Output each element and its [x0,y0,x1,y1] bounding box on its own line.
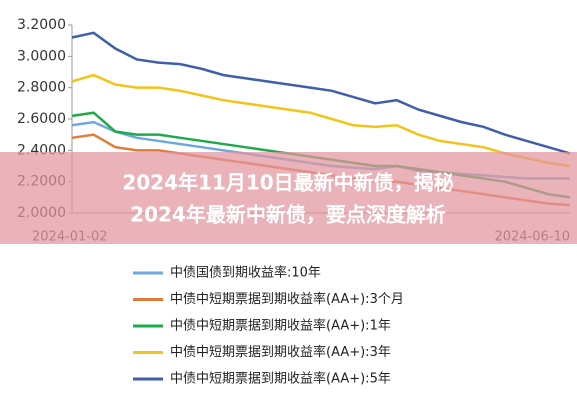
y-tick-label: 3.2000 [17,17,66,33]
legend-label: 中债中短期票据到期收益率(AA+):5年 [170,371,391,387]
banner-text: 2024年最新中新债，要点深度解析 [130,203,446,227]
legend-label: 中债中短期票据到期收益率(AA+):1年 [170,318,391,334]
y-tick-label: 2.8000 [17,80,66,96]
series-line [71,31,571,155]
legend-label: 中债国债到期收益率:10年 [170,265,321,281]
y-tick-label: 3.0000 [17,48,66,64]
banner [0,152,577,244]
legend-label: 中债中短期票据到期收益率(AA+):3年 [170,344,391,360]
y-tick-label: 2.6000 [17,111,66,127]
series-line [71,73,571,168]
banner-text: 2024年11月10日最新中新债，揭秘 [122,171,453,195]
legend-label: 中债中短期票据到期收益率(AA+):3个月 [170,291,404,307]
